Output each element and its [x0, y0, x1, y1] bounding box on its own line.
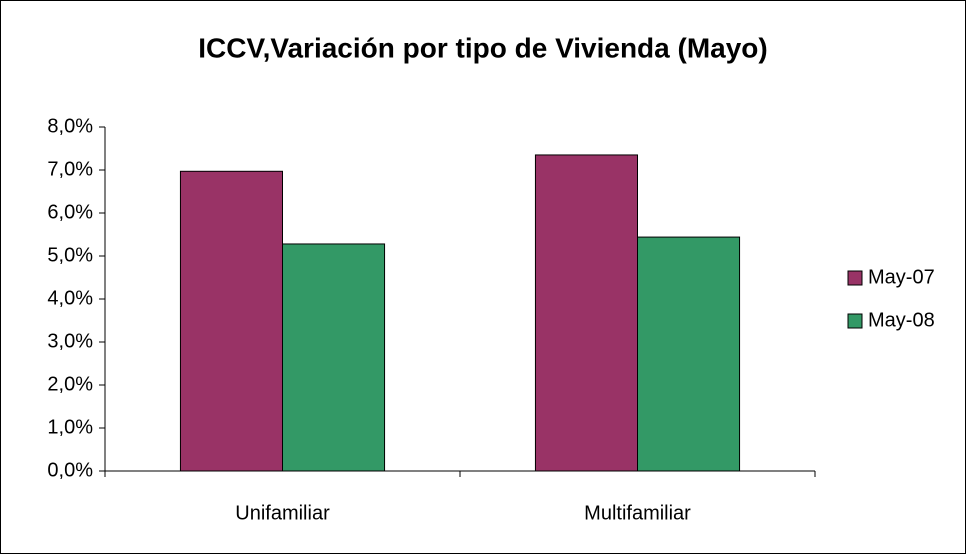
y-tick-label: 8,0%: [47, 115, 93, 137]
bar: [534, 154, 638, 472]
legend-swatch: [847, 270, 863, 286]
y-tick-label: 5,0%: [47, 244, 93, 266]
y-tick-label: 0,0%: [47, 459, 93, 481]
x-tick-label: Multifamiliar: [584, 502, 691, 524]
y-tick-label: 4,0%: [47, 287, 93, 309]
y-tick-label: 6,0%: [47, 201, 93, 223]
y-tick-label: 1,0%: [47, 416, 93, 438]
y-tick-label: 2,0%: [47, 373, 93, 395]
bar: [637, 236, 741, 472]
chart-title: ICCV,Variación por tipo de Vivienda (May…: [198, 32, 767, 63]
x-tick-label: Unifamiliar: [235, 502, 330, 524]
bar: [282, 243, 386, 472]
legend-label: May-07: [868, 266, 935, 288]
legend-label: May-08: [868, 309, 935, 331]
legend-swatch: [847, 313, 863, 329]
bar: [179, 170, 283, 472]
y-tick-label: 7,0%: [47, 158, 93, 180]
y-tick-label: 3,0%: [47, 330, 93, 352]
